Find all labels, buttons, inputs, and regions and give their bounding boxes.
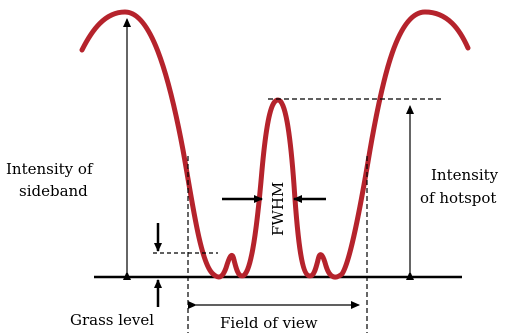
fwhm-label: FWHM xyxy=(269,182,287,236)
intensity-sideband-label-line1: Intensity of xyxy=(6,160,94,178)
field-of-view-label: Field of view xyxy=(220,314,318,332)
intensity-hotspot-label-line2: of hotspot xyxy=(420,189,496,207)
intensity-hotspot-label-line1: Intensity xyxy=(431,166,499,184)
grass-level-label: Grass level xyxy=(70,311,154,329)
intensity-sideband-label-line2: sideband xyxy=(19,182,88,200)
intensity-curve xyxy=(79,9,471,280)
